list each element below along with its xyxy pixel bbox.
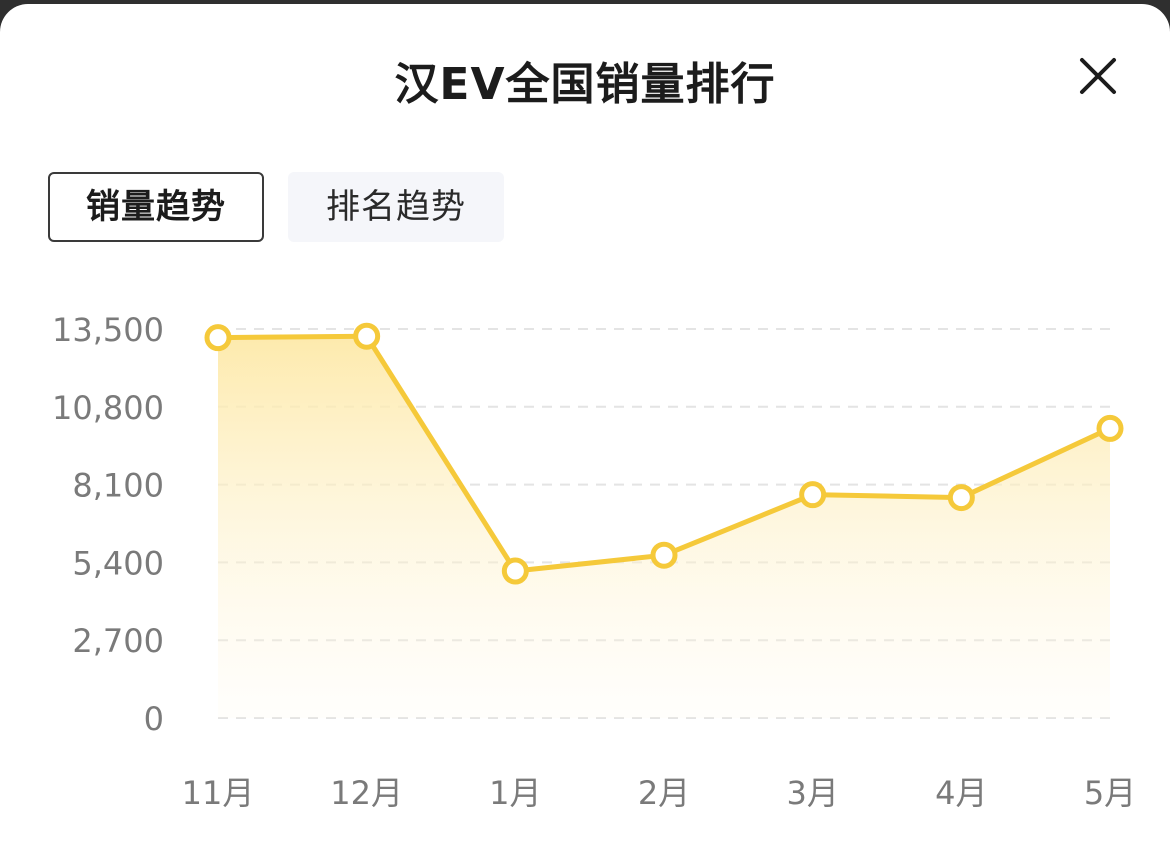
sales-ranking-sheet: 汉EV全国销量排行 销量趋势 排名趋势 13,500 10,800 8,100 5,4…: [0, 4, 1170, 863]
x-tick-label: 5月: [1084, 774, 1136, 812]
x-tick-label: 2月: [638, 774, 690, 812]
data-point: [501, 557, 529, 585]
data-point: [204, 324, 232, 352]
x-tick-label: 1月: [489, 774, 541, 812]
tab-ranking-trend[interactable]: 排名趋势: [288, 172, 504, 242]
sales-trend-chart: 13,500 10,800 8,100 5,400 2,700 0 11月 12月 1月 2月 3…: [52, 311, 1137, 812]
y-tick-label: 13,500: [52, 311, 164, 349]
y-tick-label: 2,700: [72, 622, 164, 660]
x-tick-label: 12月: [330, 774, 403, 812]
data-point: [799, 481, 827, 509]
close-icon: [1080, 58, 1116, 94]
data-point: [353, 322, 381, 350]
y-tick-label: 8,100: [72, 467, 164, 505]
data-points: [204, 322, 1124, 585]
x-tick-label: 11月: [182, 774, 255, 812]
y-tick-label: 5,400: [72, 544, 164, 582]
x-tick-label: 4月: [935, 774, 987, 812]
tab-sales-trend[interactable]: 销量趋势: [48, 172, 264, 242]
data-point: [650, 541, 678, 569]
x-tick-label: 3月: [786, 774, 838, 812]
y-tick-label: 10,800: [52, 389, 164, 427]
page-title: 汉EV全国销量排行: [394, 59, 776, 110]
x-axis-tick-labels: 11月 12月 1月 2月 3月 4月 5月: [182, 774, 1137, 812]
data-point: [1096, 414, 1124, 442]
y-axis-tick-labels: 13,500 10,800 8,100 5,400 2,700 0: [52, 311, 164, 738]
area-fill: [218, 336, 1110, 718]
close-button[interactable]: [1072, 50, 1124, 102]
data-point: [947, 484, 975, 512]
y-tick-label: 0: [144, 700, 164, 738]
